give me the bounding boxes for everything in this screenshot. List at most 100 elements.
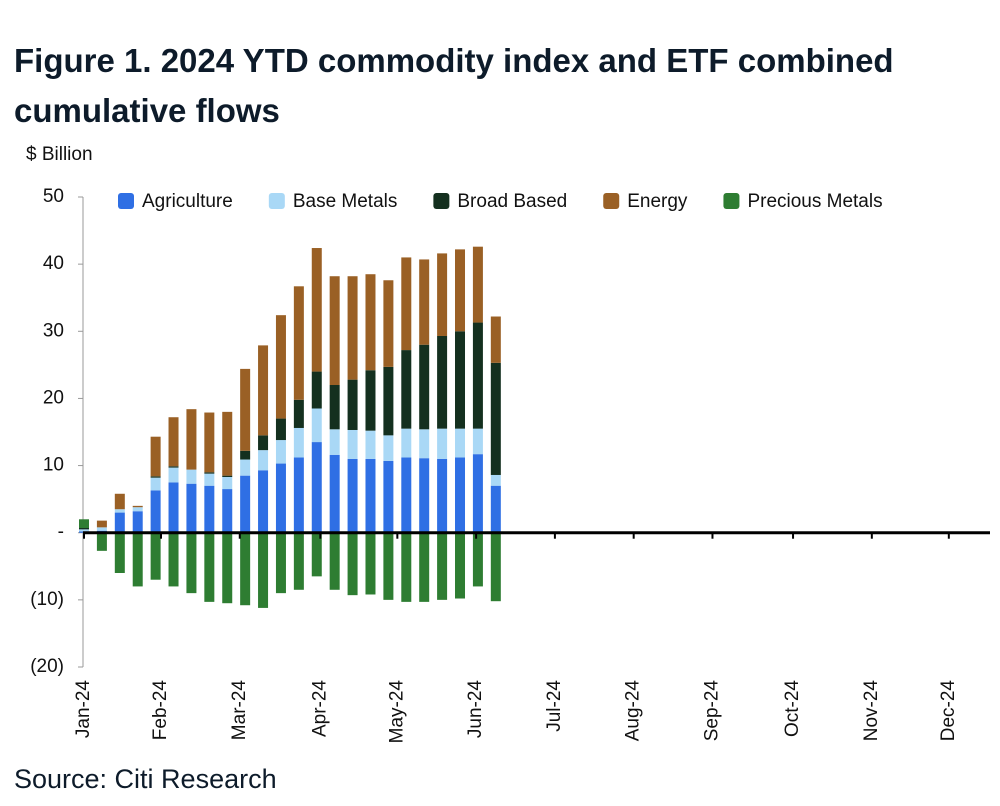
bar-segment <box>490 485 501 533</box>
bar-segment <box>455 331 466 429</box>
y-tick-label: 40 <box>43 253 64 274</box>
bar-segment <box>365 370 376 431</box>
y-axis-label: $ Billion <box>26 144 93 165</box>
legend-swatch <box>268 193 285 209</box>
bar-segment <box>490 474 501 486</box>
bar-segment <box>168 466 179 468</box>
bar-segment <box>186 532 197 594</box>
bar-segment <box>240 532 251 606</box>
bar-segment <box>419 458 430 533</box>
x-tick-label: Nov-24 <box>861 680 882 742</box>
x-tick-label: May-24 <box>386 680 407 744</box>
bar-segment <box>222 532 233 604</box>
bar-segment <box>419 344 430 430</box>
bar-segment <box>168 532 179 587</box>
bar-segment <box>311 408 322 443</box>
bar-segment <box>293 399 304 428</box>
bar-segment <box>419 532 430 602</box>
bar-segment <box>96 520 107 528</box>
bar-segment <box>383 280 394 367</box>
bar-segment <box>293 457 304 533</box>
bar-segment <box>150 477 161 491</box>
bar-segment <box>455 249 466 332</box>
y-tick-label: 30 <box>43 320 64 341</box>
legend-swatch <box>118 193 134 209</box>
bar-segment <box>204 473 215 486</box>
bar-segment <box>437 458 448 533</box>
bar-segment <box>311 371 322 409</box>
bar-segment <box>240 450 251 460</box>
bar-segment <box>329 276 340 385</box>
bar-segment <box>204 472 215 474</box>
x-tick-label: Oct-24 <box>782 680 803 737</box>
y-tick-label: (10) <box>30 589 64 610</box>
bar-segment <box>472 246 483 323</box>
bar-segment <box>240 475 251 533</box>
bar-segment <box>472 454 483 533</box>
bar-segment <box>472 428 483 455</box>
bar-segment <box>293 286 304 400</box>
chart-title: Figure 1. 2024 YTD commodity index and E… <box>14 42 894 129</box>
bar-segment <box>258 450 269 471</box>
bar-segment <box>383 435 394 461</box>
bar-segment <box>222 411 233 476</box>
bar-segment <box>132 505 143 508</box>
bar-segment <box>132 511 143 533</box>
bar-segment <box>329 429 340 455</box>
legend-label: Broad Based <box>457 191 567 212</box>
bar-segment <box>401 428 412 458</box>
bar-segment <box>150 476 161 478</box>
bar-segment <box>490 316 501 363</box>
bar-segment <box>455 532 466 599</box>
bar-segment <box>204 532 215 602</box>
bar-segment <box>258 470 269 533</box>
bar-segment <box>132 532 143 587</box>
bar-segment <box>275 418 286 441</box>
bar-segment <box>437 428 448 459</box>
bar-segment <box>365 274 376 371</box>
bar-segment <box>455 457 466 533</box>
legend-label: Precious Metals <box>747 191 882 212</box>
bar-segment <box>222 475 233 477</box>
bar-segment <box>472 532 483 587</box>
bar-segment <box>383 460 394 533</box>
bar-segment <box>401 532 412 602</box>
bar-segment <box>437 253 448 336</box>
bar-segment <box>365 532 376 595</box>
legend-swatch <box>433 193 450 209</box>
x-tick-label: Mar-24 <box>229 680 250 741</box>
bar-segment <box>258 345 269 436</box>
bar-segment <box>311 248 322 372</box>
bar-segment <box>186 483 197 533</box>
bar-segment <box>258 435 269 451</box>
x-tick-label: Jul-24 <box>544 680 565 732</box>
bar-segment <box>490 532 501 602</box>
bar-segment <box>168 482 179 533</box>
bar-segment <box>472 322 483 429</box>
bar-segment <box>401 350 412 429</box>
bar-segment <box>365 458 376 533</box>
bar-segment <box>401 457 412 533</box>
bar-segment <box>419 259 430 345</box>
bar-segment <box>455 428 466 458</box>
bar-segment <box>365 430 376 459</box>
x-tick-label: Jan-24 <box>73 680 94 739</box>
y-tick-label: (20) <box>30 656 64 677</box>
x-tick-label: Sep-24 <box>701 680 722 742</box>
bar-segment <box>186 409 197 470</box>
bar-segment <box>114 493 125 510</box>
bar-segment <box>311 442 322 533</box>
bar-segment <box>150 490 161 533</box>
bar-segment <box>79 528 89 530</box>
bar-segment <box>132 507 143 512</box>
bar-segment <box>150 532 161 580</box>
bar-segment <box>329 532 340 590</box>
bar-segment <box>150 436 161 477</box>
x-tick-label: Jun-24 <box>465 680 486 739</box>
bar-segment <box>347 379 358 430</box>
bar-segment <box>293 532 304 590</box>
bar-segment <box>347 276 358 380</box>
source-note: Source: Citi Research <box>14 764 277 794</box>
bar-segment <box>329 454 340 533</box>
